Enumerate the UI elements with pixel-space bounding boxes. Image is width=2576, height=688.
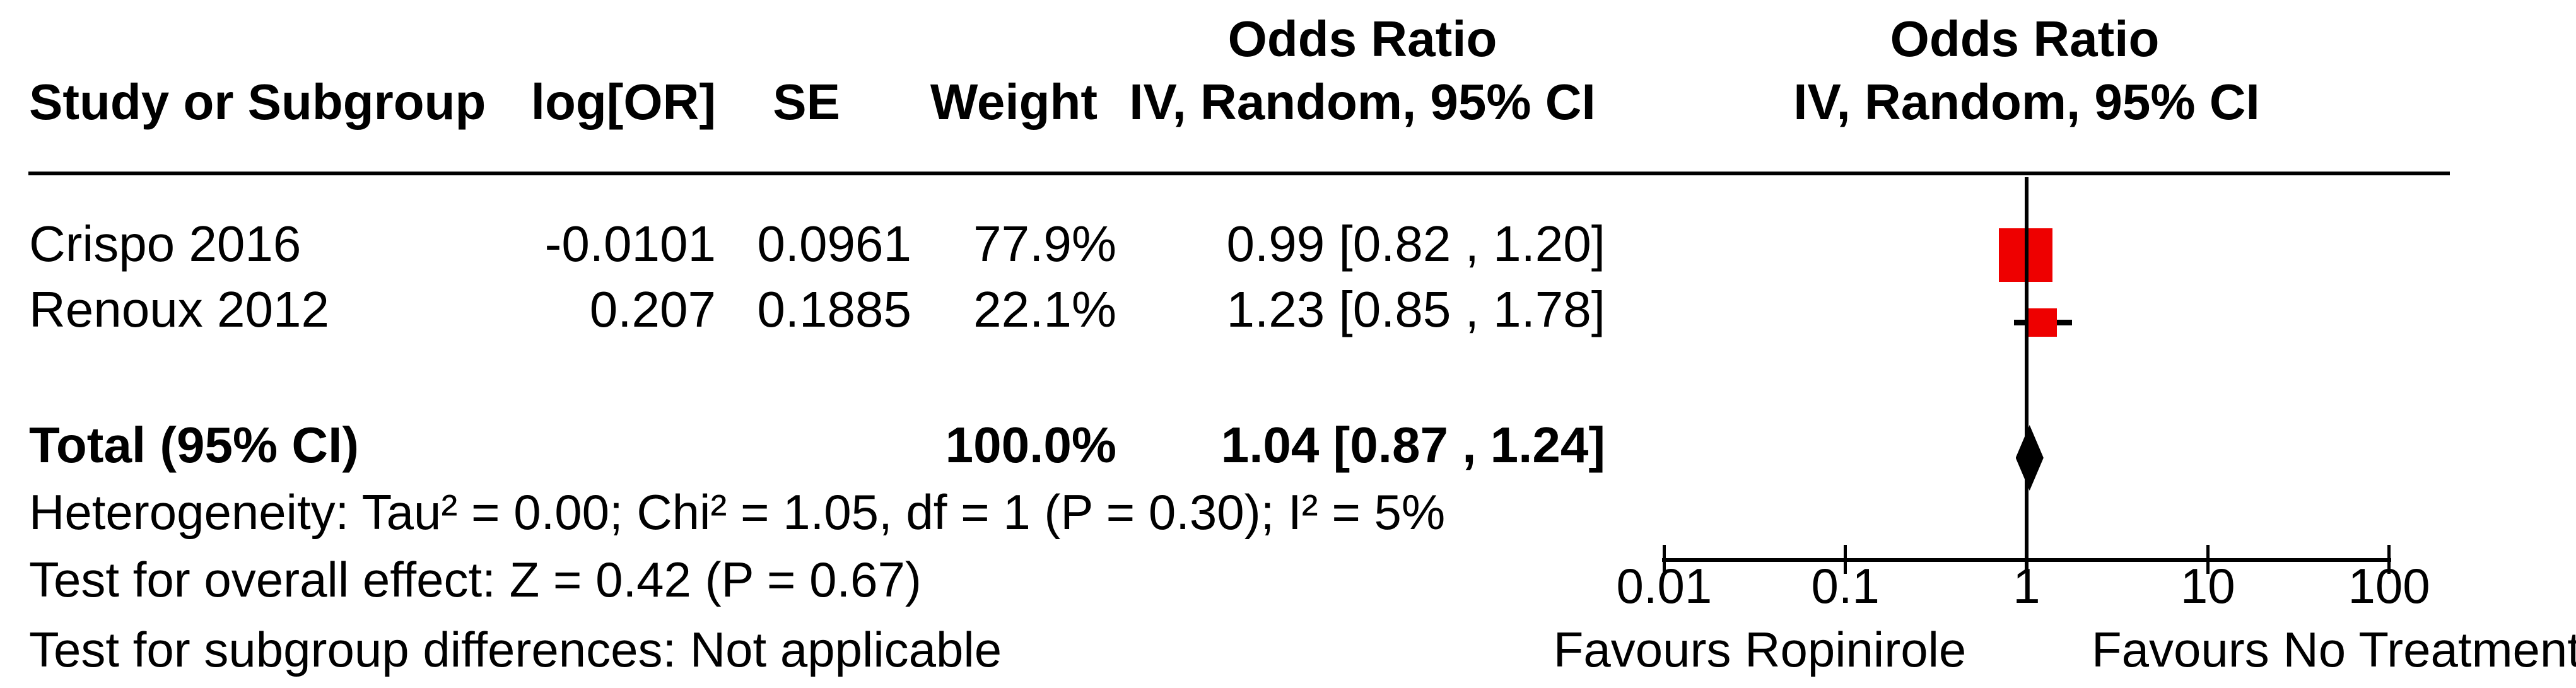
axis-right-label: Favours No Treatment — [2092, 622, 2576, 677]
heterogeneity-stats: Heterogeneity: Tau² = 0.00; Chi² = 1.05,… — [29, 484, 1446, 540]
se-value: 0.0961 — [757, 216, 911, 272]
log-or-value: -0.0101 — [544, 216, 716, 272]
weight-value: 77.9% — [973, 216, 1116, 272]
no-effect-line — [2025, 177, 2029, 573]
study-weight-square — [2029, 308, 2058, 337]
x-axis-tick — [2206, 545, 2210, 574]
odds-ratio-title-right: Odds Ratio — [1890, 11, 2160, 67]
column-header-weight: Weight — [930, 74, 1098, 130]
se-value: 0.1885 — [757, 281, 911, 337]
x-axis-tick — [1662, 545, 1666, 574]
study-name: Renoux 2012 — [29, 281, 329, 337]
or-ci-value: 1.23 [0.85 , 1.78] — [1226, 281, 1605, 337]
header-divider-line — [28, 172, 2450, 175]
total-label: Total (95% CI) — [29, 417, 360, 473]
odds-ratio-title-left: Odds Ratio — [1227, 11, 1497, 67]
or-ci-value: 0.99 [0.82 , 1.20] — [1226, 216, 1605, 272]
total-or-ci-value: 1.04 [0.87 , 1.24] — [1221, 417, 1605, 473]
x-axis-tick — [2387, 545, 2391, 574]
study-name: Crispo 2016 — [29, 216, 302, 272]
total-diamond — [2015, 425, 2044, 491]
column-header-se: SE — [773, 74, 840, 130]
overall-effect-stats: Test for overall effect: Z = 0.42 (P = 0… — [29, 552, 922, 607]
axis-left-label: Favours Ropinirole — [1553, 622, 1967, 677]
weight-value: 22.1% — [973, 281, 1116, 337]
log-or-value: 0.207 — [589, 281, 716, 337]
subgroup-differences-stats: Test for subgroup differences: Not appli… — [29, 622, 1002, 677]
column-header-study: Study or Subgroup — [29, 74, 486, 130]
total-weight-value: 100.0% — [945, 417, 1116, 473]
plot-header-or-ci: IV, Random, 95% CI — [1793, 74, 2260, 130]
column-header-log-or: log[OR] — [530, 74, 716, 130]
x-axis-tick — [1844, 545, 1847, 574]
column-header-or-ci: IV, Random, 95% CI — [1129, 74, 1596, 130]
